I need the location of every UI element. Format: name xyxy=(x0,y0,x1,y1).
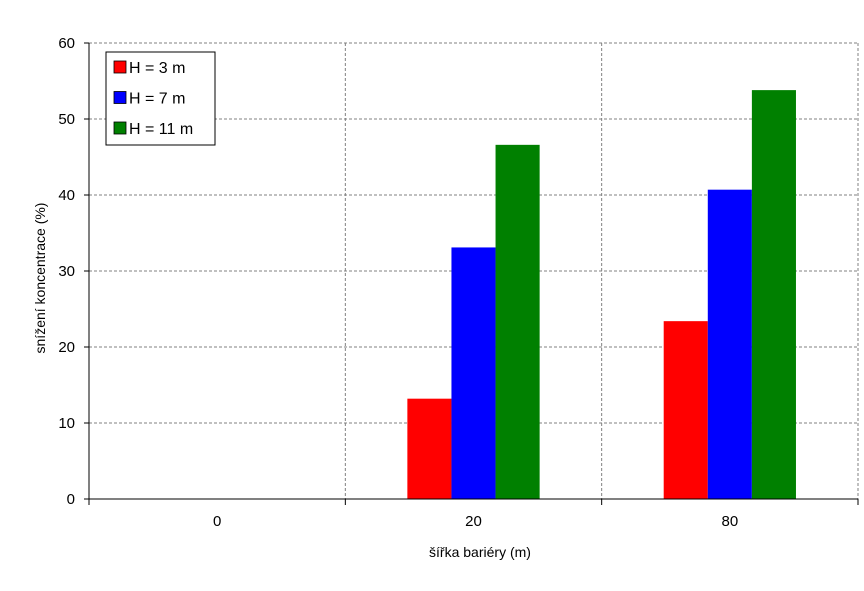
legend-swatch xyxy=(113,91,127,104)
bar xyxy=(407,398,452,499)
y-tick-label: 60 xyxy=(58,35,75,52)
x-tick-label: 20 xyxy=(465,513,482,530)
bar xyxy=(707,189,752,499)
legend: H = 3 m H = 7 m H = 11 m xyxy=(105,51,216,146)
legend-label: H = 11 m xyxy=(129,121,193,138)
y-axis-title: snížení koncentrace (%) xyxy=(32,203,48,354)
axes xyxy=(84,42,859,505)
bar xyxy=(451,247,496,499)
y-tick-label: 50 xyxy=(58,111,75,128)
bar xyxy=(495,144,540,499)
legend-swatch xyxy=(113,121,127,135)
y-tick-labels: 0 10 20 30 40 50 60 xyxy=(58,35,75,508)
bar xyxy=(663,321,708,499)
legend-label: H = 3 m xyxy=(129,60,185,77)
x-axis-title: šířka bariéry (m) xyxy=(429,544,531,560)
legend-swatch xyxy=(113,60,127,74)
bar xyxy=(751,90,796,500)
x-tick-label: 0 xyxy=(213,513,221,530)
y-tick-label: 10 xyxy=(58,415,75,432)
x-tick-label: 80 xyxy=(721,513,738,530)
x-tick-labels: 0 20 80 xyxy=(213,513,738,530)
bars xyxy=(407,90,796,500)
y-tick-label: 20 xyxy=(58,339,75,356)
y-tick-label: 0 xyxy=(67,491,75,508)
y-tick-label: 40 xyxy=(58,187,75,204)
legend-label: H = 7 m xyxy=(129,91,185,108)
y-tick-label: 30 xyxy=(58,263,75,280)
